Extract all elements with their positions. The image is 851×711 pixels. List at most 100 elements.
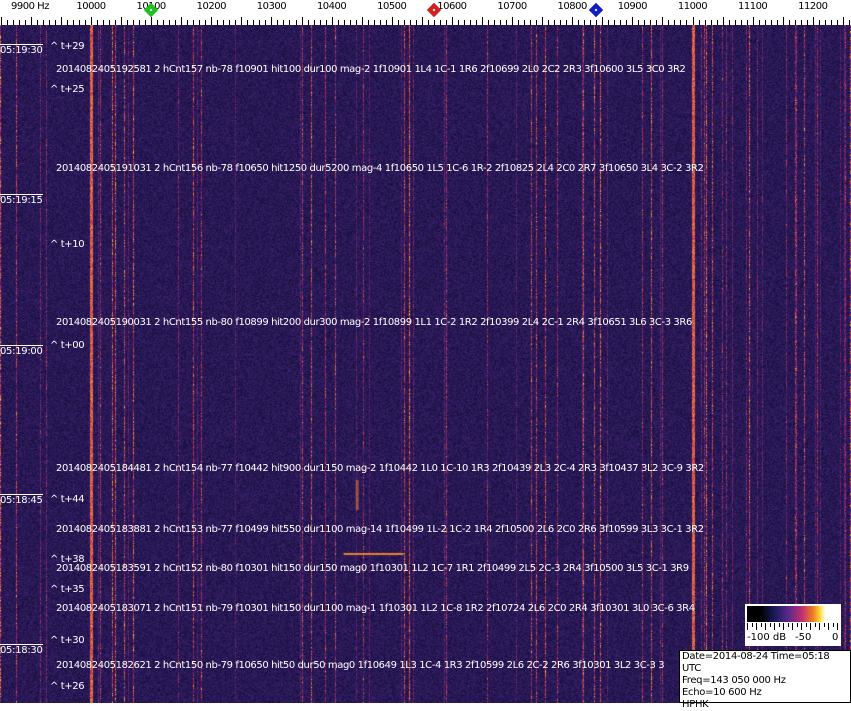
colorbar-label: -100 dB	[747, 632, 787, 643]
time-label: 05:19:30	[0, 44, 43, 56]
frequency-tick	[819, 20, 820, 25]
time-label: 05:18:45	[0, 494, 43, 506]
frequency-tick	[735, 20, 736, 25]
frequency-tick	[536, 20, 537, 25]
colorbar-tick	[810, 623, 811, 630]
info-box: Date=2014-08-24 Time=05:18 UTC Freq=143 …	[679, 650, 851, 710]
frequency-tick	[458, 20, 459, 25]
info-station: HPHK	[682, 699, 709, 710]
frequency-tick	[807, 20, 808, 25]
colorbar-tick	[774, 623, 775, 630]
frequency-tick	[145, 20, 146, 25]
frequency-tick	[241, 17, 242, 25]
waterfall-canvas	[0, 25, 851, 703]
frequency-tick	[259, 20, 260, 25]
frequency-tick	[350, 20, 351, 25]
frequency-tick	[181, 17, 182, 25]
frequency-tick	[1, 17, 2, 25]
frequency-tick	[518, 20, 519, 25]
frequency-tick	[356, 20, 357, 25]
colorbar-tick	[828, 623, 829, 630]
event-line: 2014082405183591 2 hCnt152 nb-80 f10301 …	[56, 563, 689, 574]
frequency-tick	[416, 20, 417, 25]
frequency-tick	[488, 20, 489, 25]
frequency-tick	[747, 20, 748, 25]
colorbar-tick	[832, 623, 834, 627]
frequency-tick	[711, 20, 712, 25]
waterfall-spectrogram[interactable]: 05:19:30 05:19:15 05:19:00 05:18:45 05:1…	[0, 25, 851, 703]
frequency-tick	[163, 20, 164, 25]
frequency-tick	[386, 20, 387, 25]
colorbar-tick	[765, 623, 766, 630]
frequency-tick	[849, 20, 850, 25]
frequency-tick-label: 10700	[497, 1, 527, 12]
time-label: 05:19:00	[0, 345, 43, 357]
frequency-tick	[247, 20, 248, 25]
colorbar-tick	[769, 623, 771, 627]
frequency-tick	[644, 20, 645, 25]
frequency-tick	[289, 20, 290, 25]
frequency-tick	[235, 20, 236, 25]
frequency-tick	[693, 17, 694, 25]
event-line: 2014082405183071 2 hCnt151 nb-79 f10301 …	[56, 603, 695, 614]
frequency-tick	[705, 20, 706, 25]
frequency-tick	[542, 17, 543, 25]
frequency-tick	[49, 20, 50, 25]
frequency-tick	[626, 20, 627, 25]
frequency-tick	[476, 20, 477, 25]
frequency-tick	[67, 20, 68, 25]
frequency-tick	[25, 20, 26, 25]
colorbar-tick	[796, 623, 798, 627]
frequency-tick	[620, 20, 621, 25]
frequency-tick	[632, 17, 633, 25]
frequency-tick	[506, 20, 507, 25]
colorbar-label: -50	[795, 632, 812, 643]
frequency-tick	[326, 20, 327, 25]
frequency-tick	[699, 20, 700, 25]
frequency-tick	[392, 17, 393, 25]
frequency-tick	[470, 20, 471, 25]
frequency-tick	[91, 17, 92, 25]
colorbar-tick	[837, 623, 838, 630]
frequency-tick	[199, 20, 200, 25]
frequency-tick	[741, 20, 742, 25]
frequency-tick	[524, 20, 525, 25]
frequency-tick	[777, 20, 778, 25]
frequency-tick	[801, 20, 802, 25]
frequency-tick	[765, 20, 766, 25]
colorbar-tick	[747, 623, 748, 630]
info-date-time: Date=2014-08-24 Time=05:18 UTC	[682, 651, 830, 674]
frequency-tick	[398, 20, 399, 25]
frequency-tick	[175, 20, 176, 25]
frequency-tick	[422, 17, 423, 25]
colorbar-tick	[756, 623, 757, 630]
frequency-tick	[446, 20, 447, 25]
frequency-tick	[410, 20, 411, 25]
frequency-tick	[109, 20, 110, 25]
frequency-tick	[572, 17, 573, 25]
frequency-tick	[717, 20, 718, 25]
info-frequency: Freq=143 050 000 Hz	[682, 675, 786, 686]
frequency-tick	[602, 17, 603, 25]
frequency-tick	[825, 20, 826, 25]
frequency-tick-label: 10600	[437, 1, 467, 12]
frequency-tick	[362, 17, 363, 25]
frequency-tick	[843, 17, 844, 25]
frequency-tick	[103, 20, 104, 25]
frequency-tick	[283, 20, 284, 25]
frequency-tick	[31, 17, 32, 25]
frequency-tick	[650, 20, 651, 25]
frequency-tick-label: 10300	[256, 1, 287, 12]
frequency-tick-label: 10000	[76, 1, 106, 12]
time-label: 05:18:30	[0, 644, 43, 656]
frequency-tick	[271, 17, 272, 25]
event-line: 2014082405190031 2 hCnt155 nb-80 f10899 …	[56, 317, 692, 328]
colorbar-tick	[823, 623, 825, 627]
offset-label: ^ t+00	[50, 340, 85, 351]
frequency-tick	[79, 20, 80, 25]
frequency-tick	[115, 20, 116, 25]
frequency-tick	[590, 20, 591, 25]
event-line: 2014082405183881 2 hCnt153 nb-77 f10499 …	[56, 524, 704, 535]
blue-marker-icon[interactable]	[589, 2, 604, 18]
frequency-tick	[614, 20, 615, 25]
